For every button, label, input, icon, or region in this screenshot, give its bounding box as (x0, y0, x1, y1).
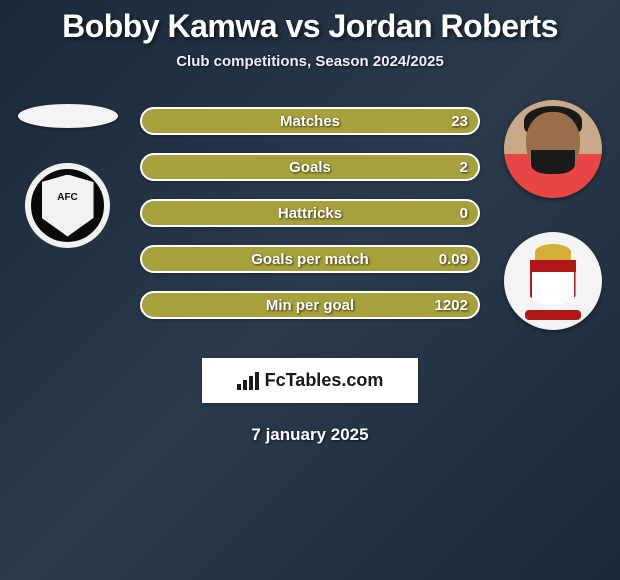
brand-text: FcTables.com (265, 370, 384, 391)
stat-right-value: 1202 (435, 297, 468, 314)
player2-club-badge (504, 232, 602, 330)
bars-icon (237, 372, 259, 390)
stat-label: Goals per match (251, 251, 369, 268)
stat-right-value: 2 (460, 159, 468, 176)
stat-label: Hattricks (278, 205, 342, 222)
stat-right-value: 0.09 (439, 251, 468, 268)
left-column: AFC (10, 100, 125, 248)
stat-bar: Matches 23 (140, 107, 480, 135)
stat-bar: Min per goal 1202 (140, 291, 480, 319)
player1-club-badge: AFC (25, 163, 110, 248)
stat-label: Min per goal (266, 297, 354, 314)
page-title: Bobby Kamwa vs Jordan Roberts (0, 0, 620, 45)
club-badge-initials: AFC (57, 192, 78, 203)
player2-avatar (504, 100, 602, 198)
stat-bar: Goals per match 0.09 (140, 245, 480, 273)
stat-right-value: 23 (451, 113, 468, 130)
right-column (495, 100, 610, 330)
stat-label: Goals (289, 159, 331, 176)
player1-avatar-placeholder (18, 104, 118, 128)
stat-label: Matches (280, 113, 340, 130)
brand-box: FcTables.com (202, 358, 418, 403)
date-text: 7 january 2025 (0, 425, 620, 445)
comparison-container: AFC Matches 23 Goals 2 Hattricks 0 Goals per m… (0, 100, 620, 340)
stat-right-value: 0 (460, 205, 468, 222)
subtitle: Club competitions, Season 2024/2025 (0, 53, 620, 70)
stat-bar: Goals 2 (140, 153, 480, 181)
stats-bars: Matches 23 Goals 2 Hattricks 0 Goals per match… (140, 107, 480, 337)
stat-bar: Hattricks 0 (140, 199, 480, 227)
